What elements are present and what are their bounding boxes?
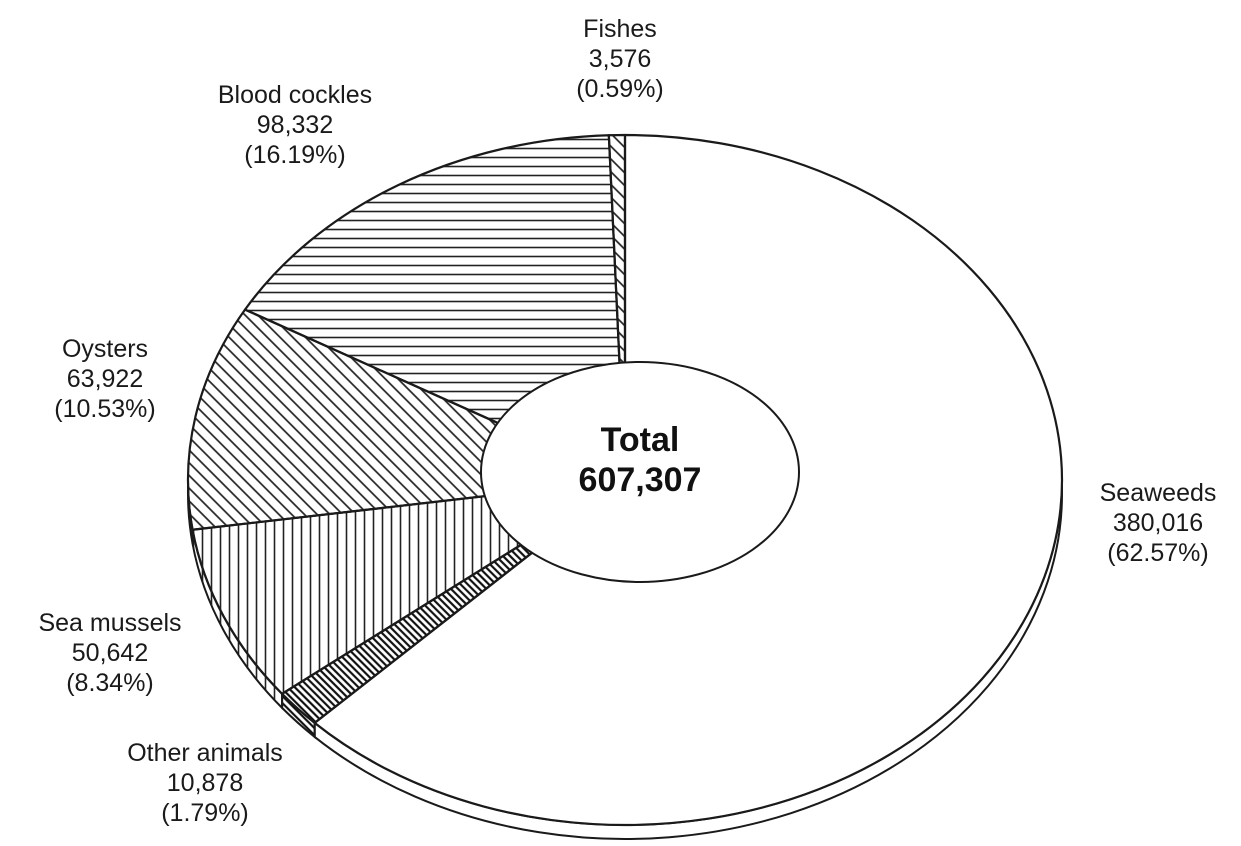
slice-name: Oysters <box>61 335 149 363</box>
total-title: Total <box>600 421 680 459</box>
slice-label-fishes: Fishes 3,576 (0.59%) <box>560 14 680 104</box>
slice-name: Blood cockles <box>217 81 373 109</box>
slice-label-blood-cockles: Blood cockles 98,332 (16.19%) <box>190 80 400 170</box>
slice-value: 10,878 <box>166 769 244 797</box>
center-hole <box>480 361 800 583</box>
slice-name: Fishes <box>583 15 657 43</box>
slice-percent: (10.53%) <box>54 395 156 423</box>
slice-percent: (8.34%) <box>66 669 154 697</box>
slice-label-seaweeds: Seaweeds 380,016 (62.57%) <box>1078 478 1238 568</box>
slice-percent: (62.57%) <box>1107 539 1209 567</box>
slice-name: Sea mussels <box>38 609 182 637</box>
slice-label-other-animals: Other animals 10,878 (1.79%) <box>100 738 310 828</box>
total-label: Total 607,307 <box>482 420 798 500</box>
slice-label-sea-mussels: Sea mussels 50,642 (8.34%) <box>10 608 210 698</box>
slice-name: Other animals <box>127 739 283 767</box>
slice-label-oysters: Oysters 63,922 (10.53%) <box>30 334 180 424</box>
slice-percent: (1.79%) <box>161 799 249 827</box>
slice-value: 380,016 <box>1112 509 1204 537</box>
slice-percent: (16.19%) <box>244 141 346 169</box>
slice-name: Seaweeds <box>1099 479 1217 507</box>
slice-percent: (0.59%) <box>576 75 664 103</box>
slice-value: 98,332 <box>256 111 334 139</box>
slice-value: 63,922 <box>66 365 144 393</box>
total-value: 607,307 <box>578 461 702 499</box>
slice-value: 3,576 <box>588 45 652 73</box>
slice-value: 50,642 <box>71 639 149 667</box>
